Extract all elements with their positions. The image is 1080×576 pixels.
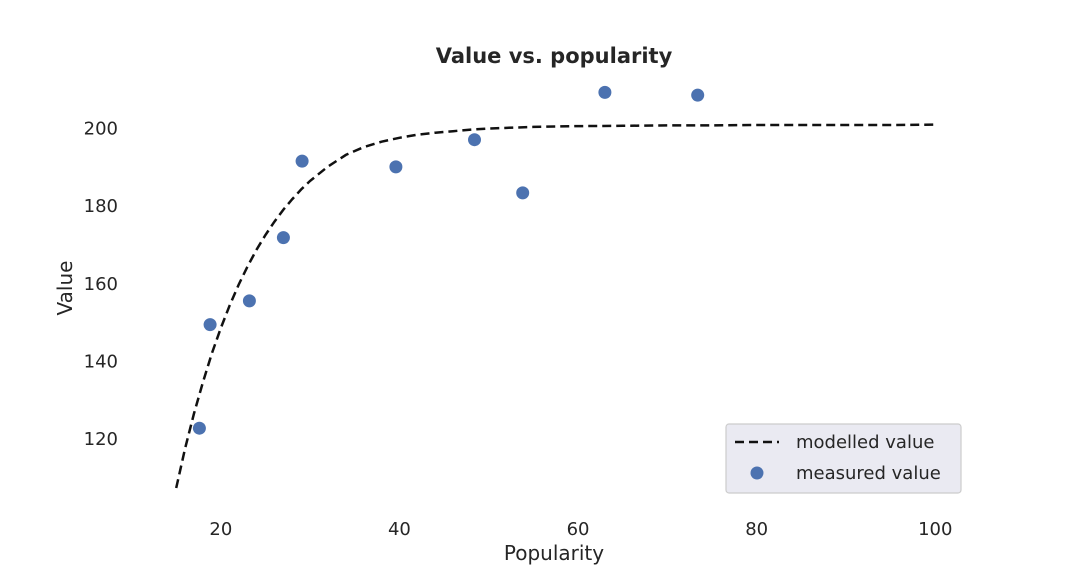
measured-value-point xyxy=(468,133,481,147)
measured-value-point xyxy=(203,318,217,332)
x-tick-labels: 20 40 60 80 100 xyxy=(209,519,952,540)
x-tick-label: 20 xyxy=(209,519,232,540)
legend: modelled value measured value xyxy=(725,423,962,494)
legend-label-measured: measured value xyxy=(796,463,941,484)
x-axis-label: Popularity xyxy=(504,541,604,565)
measured-value-point xyxy=(691,88,705,102)
legend-marker-swatch xyxy=(750,466,764,480)
y-tick-label: 200 xyxy=(84,118,118,139)
measured-value-point xyxy=(192,421,206,435)
y-tick-label: 180 xyxy=(84,196,118,217)
y-axis-label: Value xyxy=(53,261,77,316)
legend-box xyxy=(725,423,962,494)
y-tick-label: 140 xyxy=(84,351,118,372)
chart-title: Value vs. popularity xyxy=(436,44,673,68)
x-tick-label: 80 xyxy=(745,519,768,540)
measured-value-point xyxy=(516,186,530,200)
y-tick-label: 160 xyxy=(84,274,118,295)
x-tick-label: 100 xyxy=(918,519,952,540)
measured-value-point xyxy=(389,160,403,174)
plot-area xyxy=(174,85,936,489)
legend-label-modelled: modelled value xyxy=(796,432,934,453)
x-tick-label: 60 xyxy=(567,519,590,540)
modelled-value-line xyxy=(174,123,936,489)
measured-value-point xyxy=(598,85,612,99)
y-tick-label: 120 xyxy=(84,429,118,450)
x-tick-label: 40 xyxy=(388,519,411,540)
y-tick-labels: 120 140 160 180 200 xyxy=(84,118,118,450)
measured-value-point xyxy=(295,154,309,168)
measured-value-point xyxy=(242,294,256,308)
measured-value-point xyxy=(276,231,290,245)
